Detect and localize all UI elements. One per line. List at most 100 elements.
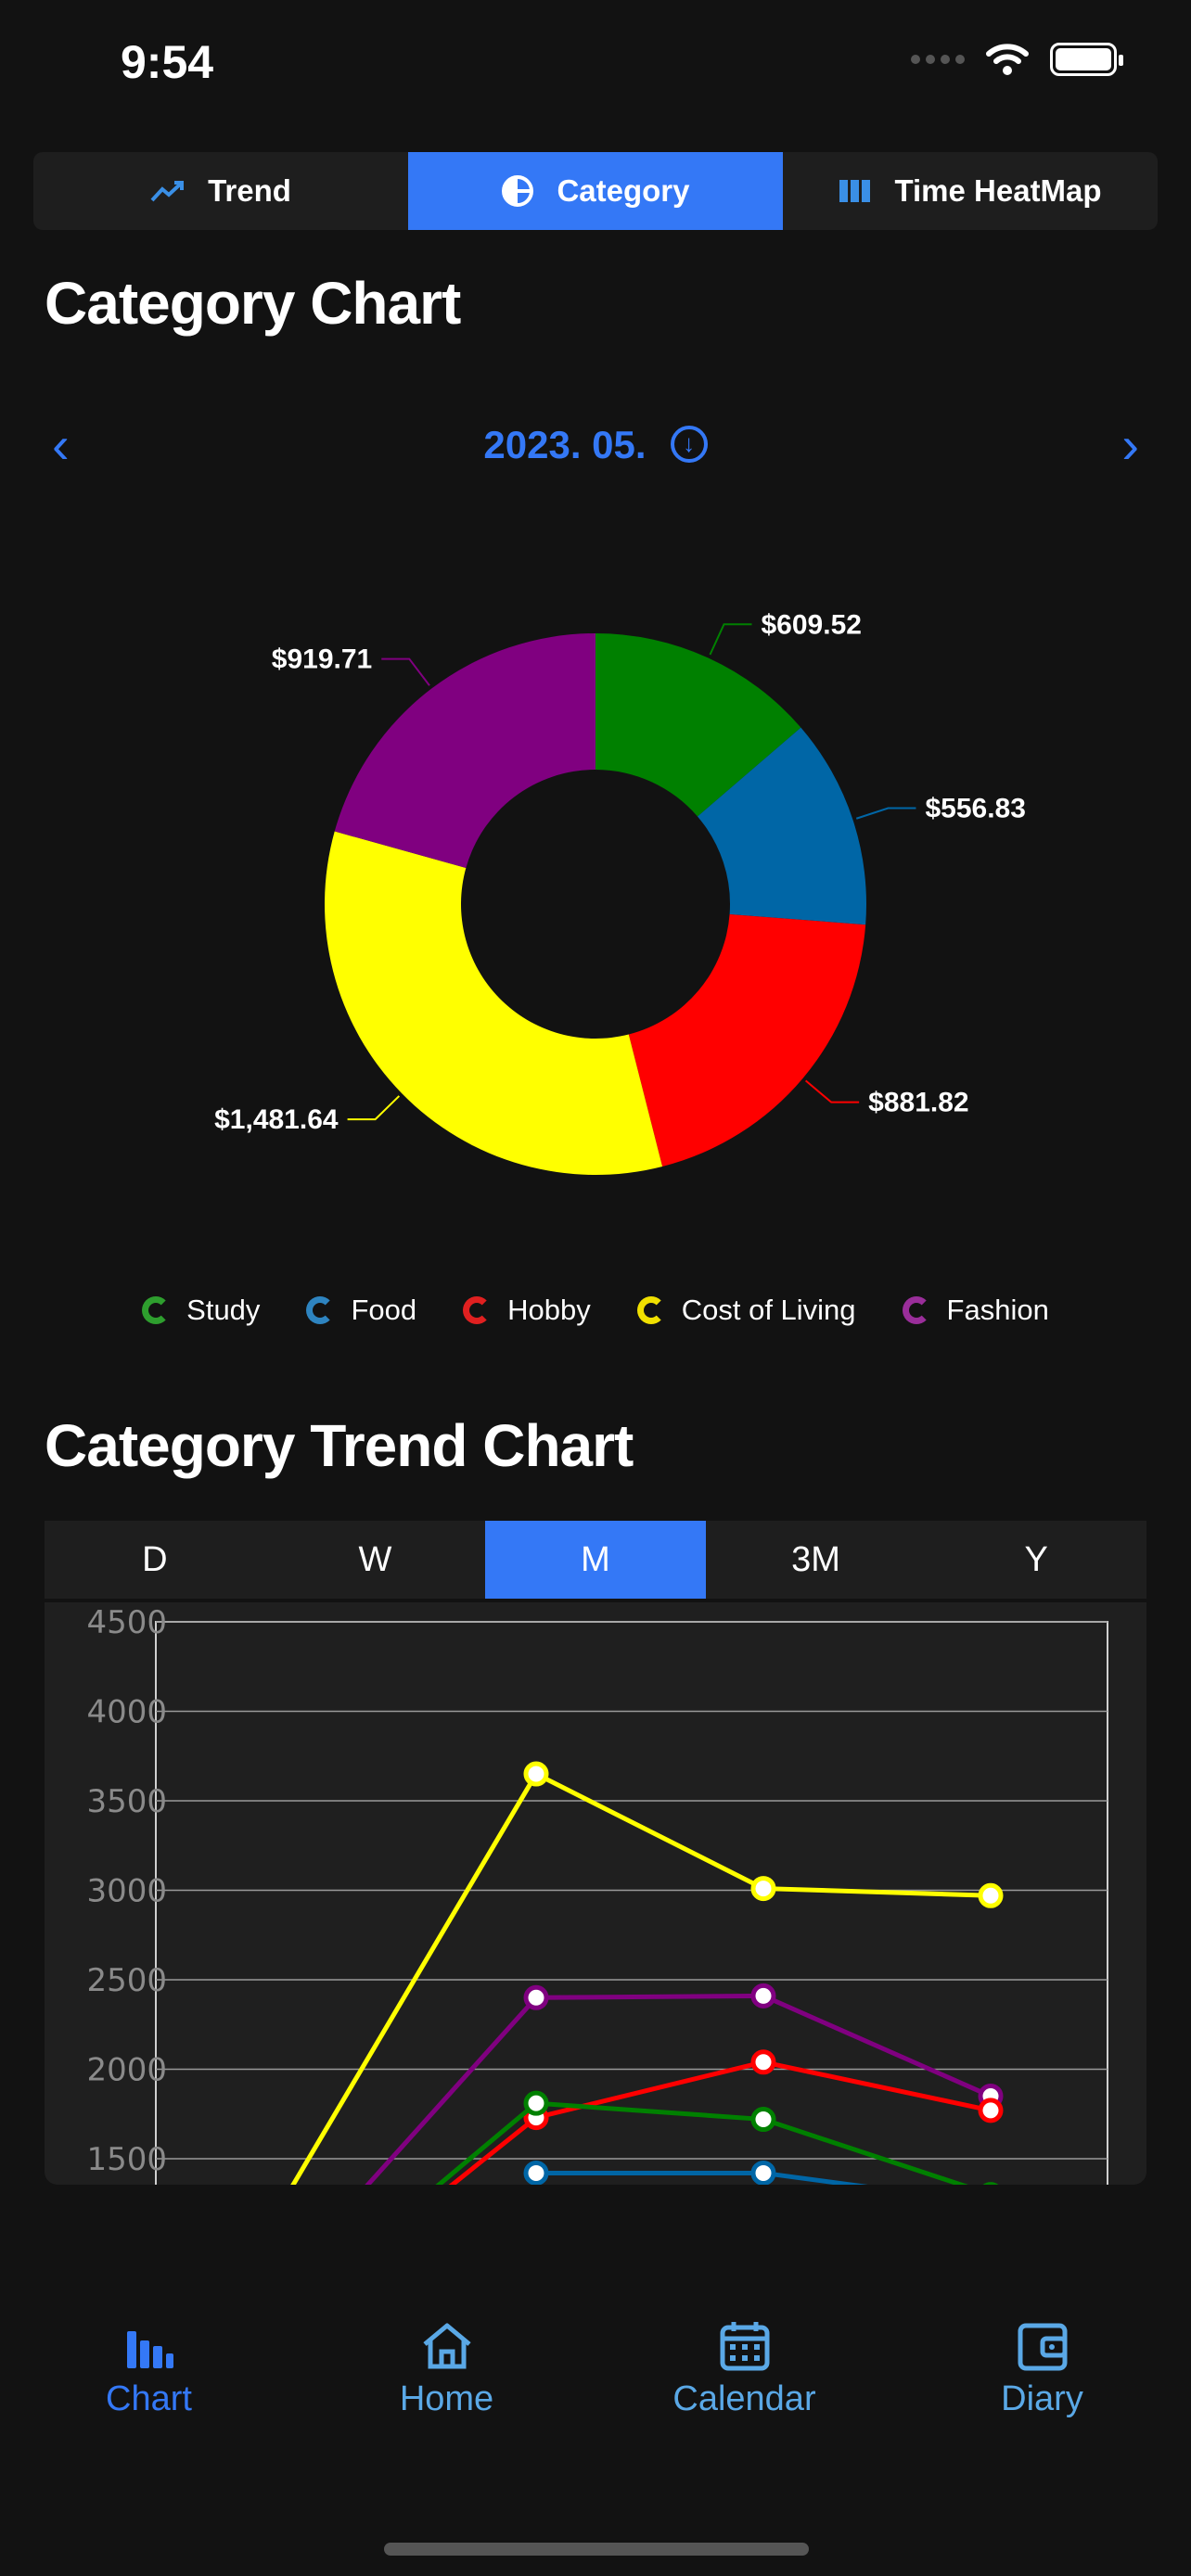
range-m[interactable]: M <box>485 1521 706 1599</box>
range-3m[interactable]: 3M <box>791 1540 840 1579</box>
home-indicator <box>384 2543 809 2556</box>
legend-item-study[interactable]: Study <box>142 1294 260 1327</box>
category-chart-title: Category Chart <box>45 270 461 337</box>
y-tick-label: 2000 <box>86 2052 167 2089</box>
data-point[interactable] <box>750 2107 776 2133</box>
legend-item-fashion[interactable]: Fashion <box>902 1294 1049 1327</box>
tab-label: Trend <box>208 173 291 208</box>
data-point[interactable] <box>750 1983 776 2009</box>
battery-icon <box>1050 43 1123 76</box>
wifi-icon <box>986 44 1029 75</box>
trend-icon <box>150 181 185 202</box>
status-time: 9:54 <box>121 36 214 88</box>
legend-item-cost-of-living[interactable]: Cost of Living <box>636 1294 856 1327</box>
tab-chart[interactable]: Chart <box>0 2318 298 2419</box>
legend-label: Cost of Living <box>681 1294 856 1326</box>
series-line <box>365 1993 992 2185</box>
tab-label: Chart <box>106 2379 192 2418</box>
next-month-button[interactable]: › <box>1121 415 1139 474</box>
wallet-icon <box>1018 2323 1067 2371</box>
heatmap-icon <box>839 180 871 202</box>
tab-label: Home <box>399 2379 494 2418</box>
tab-label: Diary <box>1001 2379 1083 2418</box>
category-donut-chart: $609.52 $556.83 $881.82 $1,481.64 $919.71 <box>214 609 1026 1175</box>
pie-slice-food[interactable] <box>697 727 866 925</box>
tab-trend[interactable]: Trend <box>33 152 408 230</box>
view-tabs: Trend Category Time HeatMap <box>33 152 1158 230</box>
pie-slice-cost-of-living[interactable] <box>324 831 663 1175</box>
data-point[interactable] <box>750 2049 776 2075</box>
pie-value-label: $556.83 <box>925 794 1025 824</box>
pie-label-leader <box>347 1095 401 1121</box>
plot-frame <box>155 1621 1108 2185</box>
month-navigator: ‹ 2023. 05. › <box>0 408 1191 482</box>
legend-item-food[interactable]: Food <box>306 1294 416 1327</box>
tab-label: Calendar <box>672 2379 816 2418</box>
pie-slice-fashion[interactable] <box>334 633 596 869</box>
legend-label: Hobby <box>507 1294 591 1326</box>
bottom-tab-bar: Chart Home Calendar Diary <box>0 2318 1191 2419</box>
pie-label-leader <box>804 1079 860 1103</box>
data-point[interactable] <box>750 1876 776 1902</box>
series-line <box>448 2060 992 2185</box>
prev-month-button[interactable]: ‹ <box>52 415 70 474</box>
y-tick-label: 1500 <box>86 2141 167 2178</box>
category-legend: Study Food Hobby Cost of Living Fashion <box>0 1294 1191 1327</box>
trend-chart-title: Category Trend Chart <box>45 1412 634 1479</box>
calendar-icon <box>720 2322 769 2371</box>
data-point[interactable] <box>978 2098 1004 2123</box>
data-point[interactable] <box>750 2160 776 2185</box>
legend-ring-icon <box>463 1296 492 1324</box>
y-tick-label: 2500 <box>86 1962 167 1999</box>
tab-home[interactable]: Home <box>298 2318 596 2419</box>
legend-label: Study <box>186 1294 261 1326</box>
status-indicators <box>911 43 1123 76</box>
legend-ring-icon <box>902 1296 930 1324</box>
pie-label-leader <box>855 807 916 820</box>
tab-time-heatmap[interactable]: Time HeatMap <box>783 152 1158 230</box>
home-icon <box>422 2323 471 2369</box>
tab-label: Category <box>557 173 690 208</box>
data-point[interactable] <box>523 2090 549 2116</box>
legend-item-hobby[interactable]: Hobby <box>463 1294 591 1327</box>
legend-ring-icon <box>306 1296 335 1324</box>
data-point[interactable] <box>523 2160 549 2185</box>
y-tick-label: 3000 <box>86 1873 167 1910</box>
y-tick-label: 3500 <box>86 1783 167 1820</box>
range-selector: D W M 3M Y <box>45 1521 1146 1599</box>
trend-chart-container[interactable]: 4500 4000 3500 3000 2500 2000 1500 <box>45 1602 1146 2185</box>
pie-value-label: $1,481.64 <box>214 1104 339 1135</box>
pie-value-label: $881.82 <box>868 1088 968 1118</box>
month-selector[interactable]: 2023. 05. <box>0 408 1191 482</box>
tab-diary[interactable]: Diary <box>893 2318 1191 2419</box>
pie-label-leader <box>709 623 752 656</box>
legend-ring-icon <box>142 1296 171 1324</box>
data-point[interactable] <box>523 1761 549 1787</box>
pie-slice-hobby[interactable] <box>628 914 866 1167</box>
data-point[interactable] <box>523 1984 549 2010</box>
range-w[interactable]: W <box>358 1540 392 1579</box>
y-tick-label: 4000 <box>86 1694 167 1731</box>
pie-label-leader <box>381 657 430 686</box>
tab-calendar[interactable]: Calendar <box>596 2318 893 2419</box>
series-line <box>435 2100 968 2185</box>
pie-value-label: $609.52 <box>762 609 862 640</box>
signal-icon <box>911 55 965 64</box>
legend-ring-icon <box>636 1296 665 1324</box>
pie-value-label: $919.71 <box>272 644 372 675</box>
range-d[interactable]: D <box>142 1540 168 1579</box>
month-label: 2023. 05. <box>483 423 647 466</box>
tab-label: Time HeatMap <box>894 173 1102 208</box>
pie-slice-study[interactable] <box>596 633 801 817</box>
tab-category[interactable]: Category <box>408 152 783 230</box>
download-icon <box>670 425 708 463</box>
series-line <box>290 1770 992 2185</box>
range-y[interactable]: Y <box>1024 1540 1048 1579</box>
category-trend-chart: 4500 4000 3500 3000 2500 2000 1500 <box>86 1604 1108 2185</box>
chart-icon <box>126 2331 173 2368</box>
legend-label: Food <box>351 1294 417 1326</box>
data-point[interactable] <box>978 1882 1004 1908</box>
pie-icon <box>502 175 534 207</box>
legend-label: Fashion <box>946 1294 1049 1326</box>
y-tick-label: 4500 <box>86 1604 167 1641</box>
